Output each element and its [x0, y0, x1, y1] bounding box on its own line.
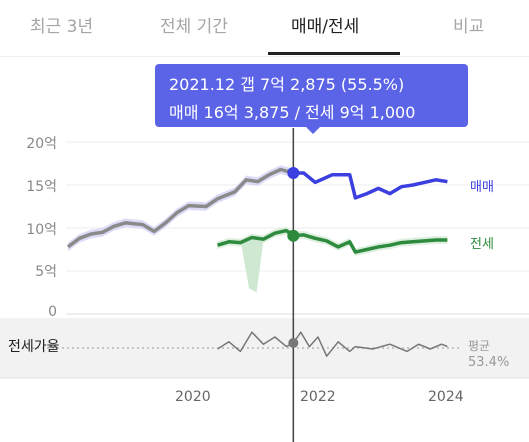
x-tick-label: 2022	[300, 389, 336, 405]
y-tick-label: 10억	[26, 222, 57, 238]
tab-bar: 최근 3년 전체 기간 매매/전세 비교	[0, 0, 529, 57]
x-tick-label: 2020	[175, 389, 211, 405]
y-tick-label: 15억	[26, 179, 57, 195]
sale-line	[293, 171, 448, 200]
jeonse-ratio-label: 전세가율	[8, 339, 60, 355]
jeonse-line	[216, 228, 448, 254]
x-tick-label: 2024	[428, 389, 464, 405]
jeonse-dip-band	[240, 240, 264, 293]
active-tab-indicator	[268, 52, 400, 55]
ratio-average-label: 평균	[468, 339, 491, 353]
jeonse-ratio-line	[217, 331, 448, 357]
sale-cursor-marker	[287, 167, 300, 180]
ratio-average-value: 53.4%	[468, 355, 510, 370]
sale-range-band	[68, 165, 294, 252]
y-tick-label: 5억	[35, 264, 57, 280]
legend-jeonse: 전세	[470, 237, 494, 252]
y-tick-label: 0	[48, 304, 57, 320]
sale-line-history	[66, 167, 294, 249]
tab-recent-3-years[interactable]: 최근 3년	[30, 17, 94, 37]
legend-sale: 매매	[470, 180, 494, 195]
ratio-cursor-marker	[288, 337, 299, 348]
tab-divider	[0, 56, 529, 57]
tooltip-gap-line: 2021.12 갭 7억 2,875 (55.5%)	[169, 75, 405, 94]
jeonse-cursor-marker	[287, 229, 300, 242]
tooltip-price-line: 매매 16억 3,875 / 전세 9억 1,000	[169, 103, 416, 122]
y-tick-label: 20억	[26, 136, 57, 152]
tab-compare[interactable]: 비교	[453, 17, 485, 37]
tooltip-pointer	[305, 126, 321, 134]
tab-sale-jeonse[interactable]: 매매/전세	[291, 17, 360, 37]
tooltip: 2021.12 갭 7억 2,875 (55.5%) 매매 16억 3,875 …	[155, 64, 468, 134]
tab-all-period[interactable]: 전체 기간	[160, 17, 228, 37]
ratio-panel-background	[0, 318, 529, 378]
